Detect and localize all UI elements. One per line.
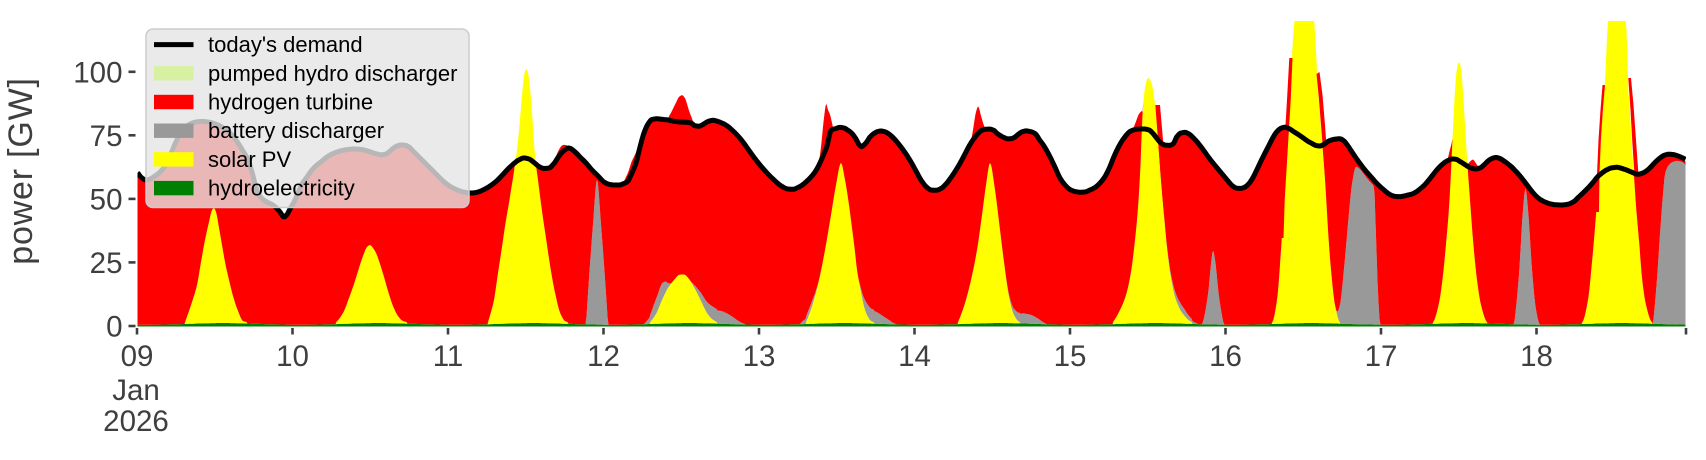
svg-text:75: 75: [90, 120, 123, 153]
svg-text:0: 0: [106, 311, 122, 344]
svg-text:power [GW]: power [GW]: [2, 77, 40, 264]
svg-text:16: 16: [1209, 340, 1242, 373]
svg-text:hydrogen turbine: hydrogen turbine: [208, 90, 373, 115]
svg-text:battery discharger: battery discharger: [208, 118, 384, 143]
svg-text:09: 09: [121, 340, 154, 373]
svg-text:today's demand: today's demand: [208, 32, 363, 57]
svg-text:solar PV: solar PV: [208, 147, 291, 172]
svg-text:17: 17: [1365, 340, 1398, 373]
svg-text:15: 15: [1054, 340, 1087, 373]
svg-text:25: 25: [90, 247, 123, 280]
svg-text:18: 18: [1520, 340, 1553, 373]
svg-text:pumped hydro discharger: pumped hydro discharger: [208, 61, 457, 86]
svg-text:13: 13: [743, 340, 776, 373]
svg-text:11: 11: [433, 340, 464, 373]
svg-text:50: 50: [90, 183, 123, 216]
svg-text:12: 12: [587, 340, 620, 373]
svg-text:Jan: Jan: [112, 374, 160, 407]
svg-text:2026: 2026: [103, 405, 169, 438]
svg-text:10: 10: [276, 340, 309, 373]
svg-text:14: 14: [898, 340, 931, 373]
svg-text:100: 100: [73, 56, 122, 89]
svg-text:hydroelectricity: hydroelectricity: [208, 176, 355, 201]
